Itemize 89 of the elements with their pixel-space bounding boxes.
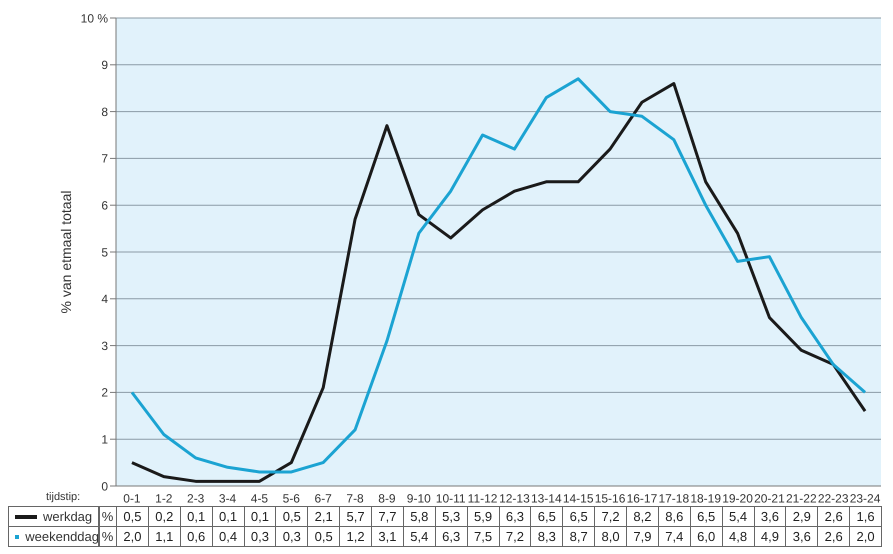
x-tick-label: 16-17 bbox=[626, 492, 658, 506]
x-tick-label: 18-19 bbox=[690, 492, 722, 506]
data-label: 0,5 bbox=[307, 526, 340, 547]
legend-label: weekenddag bbox=[25, 529, 99, 544]
data-label: 6,3 bbox=[498, 506, 532, 527]
data-label: 2,0 bbox=[849, 526, 882, 547]
data-label: 0,3 bbox=[244, 526, 276, 547]
x-tick-label: 15-16 bbox=[594, 492, 626, 506]
data-label: 8,3 bbox=[530, 526, 564, 547]
data-label: 0,6 bbox=[180, 526, 213, 547]
data-label: 5,4 bbox=[722, 506, 754, 527]
x-tick-label: 19-20 bbox=[722, 492, 754, 506]
data-label: 0,1 bbox=[212, 506, 244, 527]
y-tick-label: 5 bbox=[101, 245, 108, 260]
x-tick-label: 2-3 bbox=[187, 492, 205, 506]
y-tick-label: 10 % bbox=[80, 11, 108, 26]
data-label: 0,1 bbox=[244, 506, 276, 527]
data-label: 0,5 bbox=[116, 506, 149, 527]
data-label: 4,8 bbox=[722, 526, 754, 547]
data-label: 0,5 bbox=[275, 506, 308, 527]
text: % bbox=[98, 506, 117, 527]
x-tick-label: 13-14 bbox=[530, 492, 562, 506]
x-tick-label: 11-12 bbox=[468, 492, 498, 506]
y-tick-label: 3 bbox=[101, 338, 108, 353]
x-tick-label: 3-4 bbox=[218, 492, 237, 506]
x-tick-label: 0-1 bbox=[123, 492, 141, 506]
data-label: 3,1 bbox=[371, 526, 404, 547]
data-label: 7,7 bbox=[371, 506, 404, 527]
data-label: 5,3 bbox=[434, 506, 468, 527]
x-tick-label: 1-2 bbox=[155, 492, 173, 506]
data-label: 8,6 bbox=[658, 506, 691, 527]
data-label: 8,7 bbox=[562, 526, 596, 547]
data-label: 6,5 bbox=[690, 506, 723, 527]
x-tick-label: 7-8 bbox=[346, 492, 364, 506]
x-tick-label: 4-5 bbox=[250, 492, 268, 506]
data-label: 0,2 bbox=[148, 506, 181, 527]
data-label: 7,2 bbox=[498, 526, 532, 547]
y-tick-label: 7 bbox=[101, 152, 108, 166]
x-tick-label: 6-7 bbox=[314, 492, 332, 506]
data-label: 8,0 bbox=[594, 526, 627, 547]
y-tick-label: 6 bbox=[101, 198, 108, 212]
text: % bbox=[102, 529, 114, 544]
y-tick-label: 8 bbox=[101, 104, 108, 119]
x-tick-label: 17-18 bbox=[658, 492, 690, 506]
data-label: 1,6 bbox=[849, 506, 882, 527]
x-tick-label: 23-24 bbox=[850, 492, 881, 506]
data-label: 7,9 bbox=[626, 526, 659, 547]
data-label: 5,7 bbox=[339, 506, 372, 527]
data-label: 7,4 bbox=[658, 526, 691, 547]
data-label: 5,4 bbox=[402, 526, 436, 547]
data-label: 6,0 bbox=[690, 526, 723, 547]
data-label: 3,6 bbox=[754, 506, 786, 527]
x-tick-label: 14-15 bbox=[562, 492, 594, 506]
data-label: 5,9 bbox=[466, 506, 500, 527]
x-tick-label: 21-22 bbox=[786, 492, 817, 506]
x-tick-label: 8-9 bbox=[378, 492, 396, 506]
y-tick-label: 1 bbox=[101, 432, 108, 446]
data-label: 6,3 bbox=[434, 526, 468, 547]
data-label: 8,2 bbox=[626, 506, 659, 527]
data-label: 1,2 bbox=[339, 526, 372, 547]
x-tick-label: 20-21 bbox=[754, 492, 786, 506]
data-label: 1,1 bbox=[148, 526, 181, 547]
x-tick-label: 9-10 bbox=[406, 492, 432, 506]
y-axis-title: % van etmaal totaal bbox=[58, 190, 74, 314]
data-label: 2,1 bbox=[307, 506, 340, 527]
data-label: 2,9 bbox=[785, 506, 818, 527]
data-label: 5,8 bbox=[402, 506, 436, 527]
x-axis-title: tijdstip: bbox=[46, 490, 80, 503]
x-tick-label: 10-11 bbox=[436, 492, 466, 506]
data-label: 2,6 bbox=[817, 506, 850, 527]
data-label: 7,5 bbox=[466, 526, 500, 547]
data-label: 6,5 bbox=[562, 506, 596, 527]
data-label: 2,0 bbox=[116, 526, 149, 547]
x-tick-label: 5-6 bbox=[282, 492, 300, 506]
data-label: 2,6 bbox=[817, 526, 850, 547]
y-tick-label: 2 bbox=[101, 386, 108, 400]
data-label: 0,4 bbox=[212, 526, 244, 547]
data-label: 3,6 bbox=[785, 526, 818, 547]
y-tick-label: 9 bbox=[101, 58, 108, 72]
y-tick-label: 4 bbox=[101, 292, 108, 306]
x-tick-label: 22-23 bbox=[818, 492, 849, 506]
x-tick-label: 12-13 bbox=[499, 492, 530, 506]
data-label: 4,9 bbox=[754, 526, 786, 547]
data-label: 0,1 bbox=[180, 506, 213, 527]
data-label: 0,3 bbox=[275, 526, 308, 547]
y-tick-label: 0 bbox=[101, 479, 108, 494]
data-label: 7,2 bbox=[594, 506, 627, 527]
data-label: 6,5 bbox=[530, 506, 564, 527]
legend-label: werkdag bbox=[43, 509, 92, 524]
